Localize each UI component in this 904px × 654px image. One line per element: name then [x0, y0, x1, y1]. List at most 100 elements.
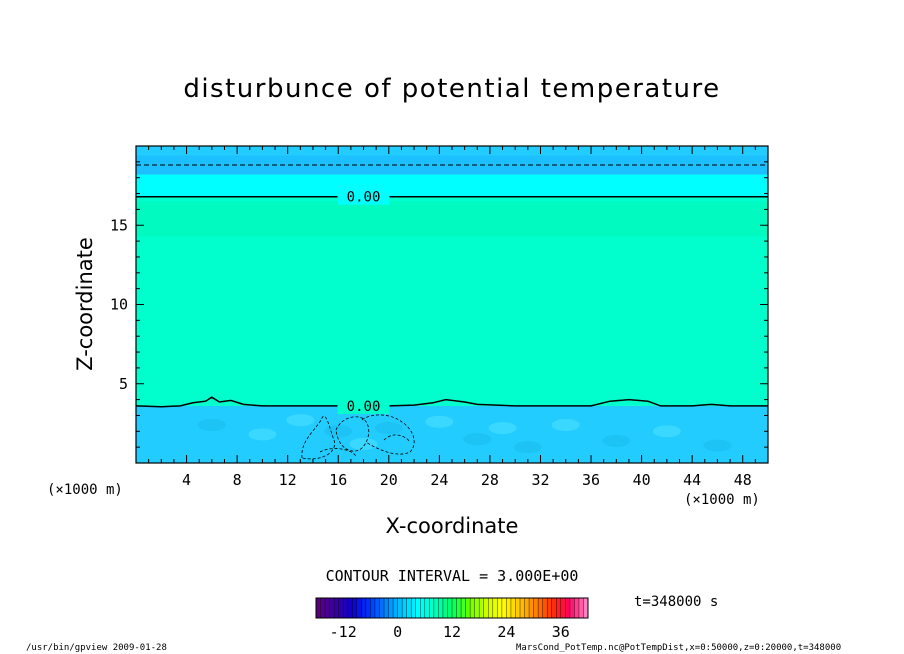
colorbar-tick-label: -12	[330, 623, 357, 641]
colorbar-cell	[365, 598, 371, 618]
colorbar-cell	[556, 598, 562, 618]
x-axis-label: X-coordinate	[385, 514, 519, 538]
field-layer-2	[136, 174, 768, 197]
field-blotch	[425, 415, 454, 428]
x-tick-label: 8	[233, 471, 242, 489]
colorbar-cell	[334, 598, 340, 618]
footer-source: MarsCond_PotTemp.nc@PotTempDist,x=0:5000…	[516, 643, 842, 653]
eddy-contour-negative	[383, 434, 411, 443]
colorbar-cell	[384, 598, 390, 618]
colorbar-tick-label: 12	[443, 623, 461, 641]
field-blotch	[551, 418, 580, 431]
colorbar-cell	[492, 598, 498, 618]
colorbar-cell	[420, 598, 426, 618]
colorbar-cell	[347, 598, 353, 618]
eddy-contour-negative	[361, 414, 415, 455]
colorbar-cell	[506, 598, 512, 618]
x-tick-label: 48	[734, 471, 752, 489]
colorbar-cell	[433, 598, 439, 618]
colorbar-cell	[501, 598, 507, 618]
colorbar-cell	[397, 598, 403, 618]
contour-label-bg	[337, 188, 390, 205]
field-blotch	[286, 414, 315, 427]
colorbar-cell	[442, 598, 448, 618]
y-tick-label: 5	[119, 375, 128, 393]
field-shade-band	[136, 201, 768, 237]
colorbar-cell	[370, 598, 376, 618]
eddy-contour-negative	[319, 448, 357, 457]
colorbar-cell	[338, 598, 344, 618]
colorbar-cell	[411, 598, 417, 618]
field-blotch	[374, 422, 403, 435]
chart-title: disturbunce of potential temperature	[183, 74, 721, 104]
colorbar-tick-label: 24	[497, 623, 515, 641]
x-unit-label-left: (×1000 m)	[47, 482, 123, 498]
field-blotch	[513, 441, 542, 454]
colorbar-cell	[483, 598, 489, 618]
colorbar-cell	[320, 598, 326, 618]
time-label: t=348000 s	[634, 594, 719, 610]
colorbar-cell	[424, 598, 430, 618]
colorbar-cell	[325, 598, 331, 618]
colorbar-tick-label: 36	[552, 623, 570, 641]
colorbar-cell	[379, 598, 385, 618]
colorbar-cell	[456, 598, 462, 618]
colorbar-cell	[402, 598, 408, 618]
y-tick-label: 10	[110, 296, 128, 314]
colorbar-cell	[542, 598, 548, 618]
x-tick-label: 44	[683, 471, 701, 489]
colorbar-cell	[406, 598, 412, 618]
contour-label: 0.00	[347, 190, 381, 206]
colorbar-cell	[470, 598, 476, 618]
colorbar-cell	[533, 598, 539, 618]
colorbar-cell	[329, 598, 335, 618]
contour-label: 0.00	[347, 399, 381, 415]
colorbar-cell	[538, 598, 544, 618]
x-tick-label: 32	[531, 471, 549, 489]
contour-line	[135, 396, 768, 408]
colorbar-cell	[352, 598, 358, 618]
colorbar-cell	[388, 598, 394, 618]
colorbar-cell	[356, 598, 362, 618]
colorbar-cell	[479, 598, 485, 618]
colorbar-cell	[488, 598, 494, 618]
contour-interval-label: CONTOUR INTERVAL = 3.000E+00	[325, 567, 579, 585]
colorbar-cell	[429, 598, 435, 618]
colorbar-cell	[415, 598, 421, 618]
colorbar-cell	[560, 598, 566, 618]
x-unit-label-right: (×1000 m)	[684, 492, 760, 508]
colorbar-tick-label: 0	[393, 623, 402, 641]
colorbar-cell	[583, 598, 589, 618]
field-blotch	[652, 425, 681, 438]
y-axis-label: Z-coordinate	[73, 237, 97, 371]
x-tick-label: 36	[582, 471, 600, 489]
colorbar-cell	[520, 598, 526, 618]
colorbar-cell	[574, 598, 580, 618]
colorbar-cell	[361, 598, 367, 618]
colorbar-cell	[438, 598, 444, 618]
colorbar-cell	[565, 598, 571, 618]
contour-label-bg	[337, 397, 390, 414]
colorbar-cell	[316, 598, 322, 618]
colorbar-cell	[447, 598, 453, 618]
colorbar-cell	[569, 598, 575, 618]
x-tick-label: 4	[182, 471, 191, 489]
colorbar-cell	[515, 598, 521, 618]
colorbar-cell	[343, 598, 349, 618]
x-tick-label: 24	[430, 471, 448, 489]
colorbar-frame	[315, 597, 589, 619]
eddy-contour-negative	[301, 415, 335, 460]
colorbar-cell	[497, 598, 503, 618]
x-tick-label: 16	[329, 471, 347, 489]
x-tick-label: 20	[380, 471, 398, 489]
colorbar-cell	[578, 598, 584, 618]
colorbar-cell	[547, 598, 553, 618]
field-blotch	[324, 425, 353, 438]
footer-command: /usr/bin/gpview 2009-01-28	[26, 643, 167, 653]
field-blotch	[349, 437, 378, 450]
x-tick-label: 40	[633, 471, 651, 489]
field-blotch	[463, 433, 492, 446]
colorbar-cell	[465, 598, 471, 618]
colorbar-cell	[393, 598, 399, 618]
y-tick-label: 15	[110, 216, 128, 234]
